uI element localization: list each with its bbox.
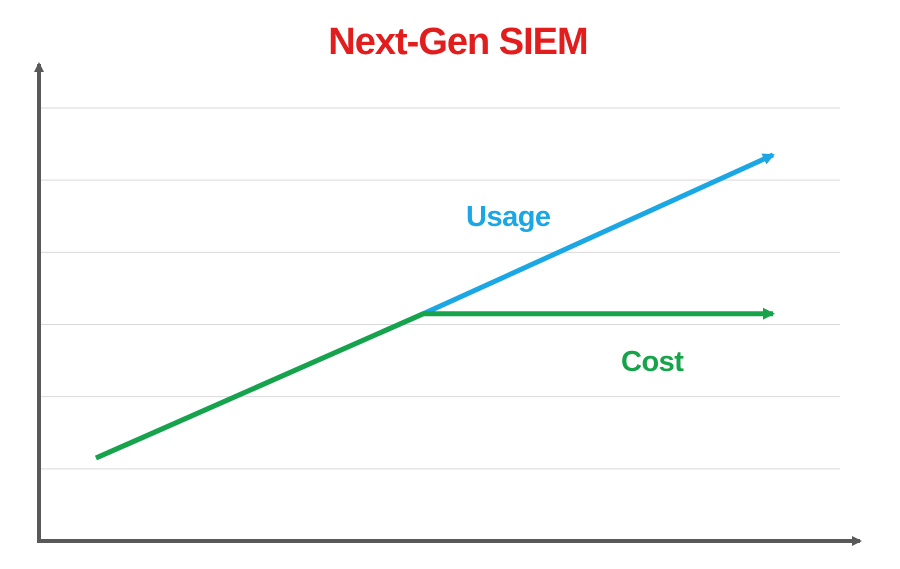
series-lines: [94, 152, 775, 461]
cost-series-label: Cost: [621, 346, 684, 378]
chart-title: Next-Gen SIEM: [328, 21, 587, 63]
usage-series-label: Usage: [466, 201, 551, 233]
grid-lines: [41, 107, 840, 470]
cost-series-line: [94, 307, 775, 461]
